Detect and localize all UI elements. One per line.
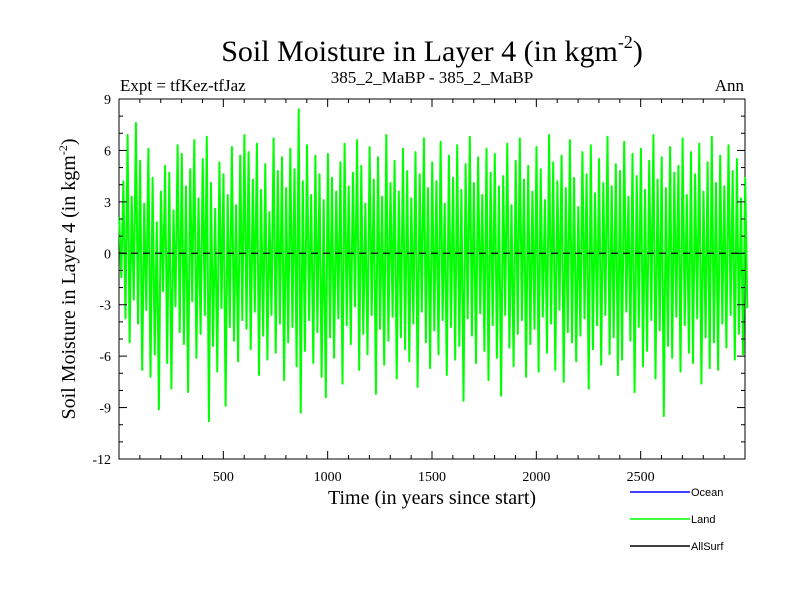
y-tick-label: 6 (104, 144, 111, 159)
y-tick-label: 3 (104, 196, 111, 211)
legend-label-land: Land (691, 514, 715, 526)
x-axis-ticks: 500 1000 1500 2000 2500 (139, 99, 725, 485)
x-tick-label: 500 (213, 470, 234, 485)
y-axis-label-sup: -2 (56, 145, 70, 155)
subtitle-left: Expt = tfKez-tfJaz (120, 76, 246, 95)
x-tick-label: 1500 (418, 470, 446, 485)
y-tick-label: -9 (99, 402, 111, 417)
y-axis-ticks: 9 6 3 0 -3 -6 -9 -12 (92, 93, 745, 468)
y-axis-label-main: Soil Moisture in Layer 4 (in kgm (58, 155, 80, 420)
legend-label-ocean: Ocean (691, 487, 723, 499)
chart-title-close: ) (633, 35, 643, 68)
x-tick-label: 2000 (522, 470, 550, 485)
x-tick-label: 2500 (627, 470, 655, 485)
y-tick-label: 9 (104, 93, 111, 108)
y-tick-label: 0 (104, 247, 111, 262)
y-tick-label: -3 (99, 299, 111, 314)
y-tick-label: -6 (99, 350, 111, 365)
chart-title-main: Soil Moisture in Layer 4 (in kgm (221, 35, 618, 68)
chart-title: Soil Moisture in Layer 4 (in kgm-2) (221, 32, 643, 68)
y-axis-label: Soil Moisture in Layer 4 (in kgm-2) (56, 138, 80, 419)
subtitle-center: 385_2_MaBP - 385_2_MaBP (331, 68, 533, 87)
x-tick-label: 1000 (314, 470, 342, 485)
legend: Ocean Land AllSurf (630, 487, 724, 553)
series-line-land (118, 108, 749, 423)
y-axis-label-close: ) (58, 138, 80, 145)
series-group (118, 108, 749, 423)
legend-label-allsurf: AllSurf (691, 541, 724, 553)
x-axis-label: Time (in years since start) (328, 487, 536, 509)
chart-title-sup: -2 (618, 32, 633, 52)
subtitle-right: Ann (715, 76, 745, 95)
y-tick-label: -12 (92, 453, 111, 468)
